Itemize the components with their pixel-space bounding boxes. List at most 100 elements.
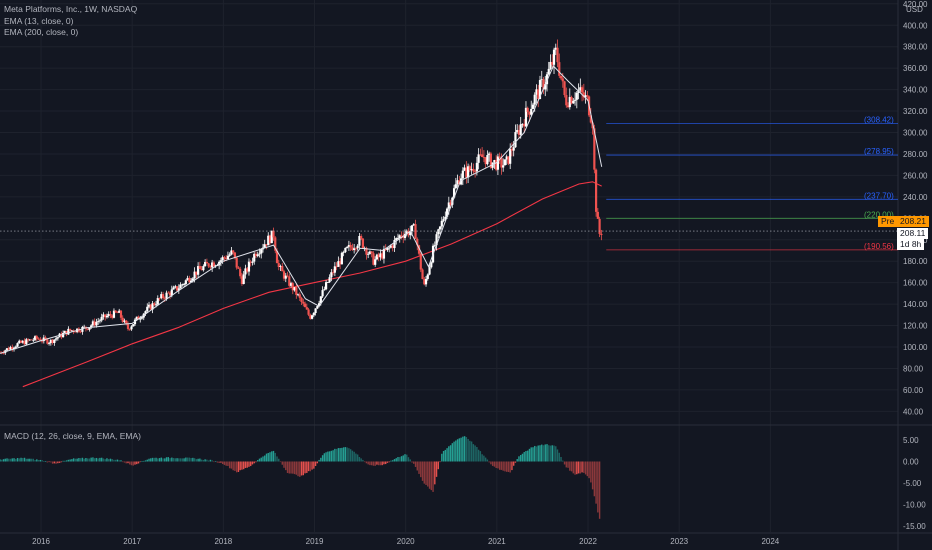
candle-body [119,310,123,318]
candle-body [281,266,284,272]
macd-bar [311,461,313,470]
candle-body [18,340,21,344]
macd-bar [158,458,161,462]
price-tick-label: 180.00 [903,257,928,266]
candle-body [98,320,102,322]
macd-bar [462,436,464,462]
candle-body [32,339,35,341]
price-tick-label: 240.00 [903,193,928,202]
macd-bar [541,444,543,462]
macd-bar [584,461,587,475]
candle-body [30,339,33,341]
macd-bar [413,461,415,464]
macd-bar [255,461,257,463]
macd-bar [563,461,566,465]
macd-bar [130,461,133,466]
macd-bar [4,458,6,462]
macd-bar [288,461,290,474]
macd-bar [95,457,98,462]
macd-bar [257,460,259,462]
candle-body [46,339,49,344]
candle-body [339,261,342,265]
macd-bar [314,461,317,467]
macd-bar [386,461,389,463]
candle-body [172,287,175,290]
macd-bar [392,460,394,462]
candle-body [596,211,599,219]
candle-body [132,324,135,327]
macd-bar [537,445,539,462]
macd-bar [297,461,299,477]
macd-bar [81,457,84,462]
macd-bar [567,461,569,468]
macd-bar [553,445,555,462]
macd-bar [127,461,129,464]
macd-bar [44,461,47,462]
ema13-legend[interactable]: EMA (13, close, 0) [4,16,74,26]
macd-bar [85,457,87,462]
candle-body [493,159,496,163]
macd-bar [278,458,280,462]
macd-bar [558,452,560,462]
macd-bar [30,458,33,462]
macd-bar [335,448,338,462]
macd-bar [57,461,59,464]
ema200-legend[interactable]: EMA (200, close, 0) [4,27,79,37]
ema13-line [0,65,603,354]
macd-bar [69,459,71,462]
macd-bar [313,461,315,469]
macd-bar [406,454,408,462]
candle-body [12,347,16,350]
macd-bar [204,459,206,462]
candle-body [346,246,349,248]
candle-body [163,297,166,299]
macd-bar [171,457,173,462]
candle-body [568,97,571,108]
macd-bar [325,452,327,462]
macd-bar [13,458,15,462]
macd-bar [307,461,310,472]
macd-bar [598,461,601,519]
candle-body [375,254,379,260]
macd-bar [562,460,564,462]
candle-body [452,188,456,198]
candle-body [288,276,291,286]
macd-bar [491,461,494,466]
macd-bar [595,461,597,504]
candle-body [533,94,536,105]
macd-bar [151,457,154,462]
macd-bar [64,460,66,462]
candle-body [251,261,254,263]
macd-bar [223,461,226,465]
macd-bar [22,458,24,462]
fib-level-label: (190.56) [864,242,894,251]
candle-body [561,78,564,82]
macd-bar [88,458,91,462]
macd-bar [442,451,445,462]
macd-bar [51,461,54,464]
macd-bar [418,461,420,474]
macd-bar [1,459,3,462]
macd-bar [309,461,312,472]
macd-legend[interactable]: MACD (12, 26, close, 9, EMA, EMA) [4,431,141,441]
macd-bar [143,460,145,462]
candle-body [156,298,159,305]
symbol-legend[interactable]: Meta Platforms, Inc., 1W, NASDAQ [4,4,138,14]
macd-bar [167,457,170,462]
macd-bar [164,458,166,462]
macd-bar [348,448,350,462]
candle-body [197,266,200,275]
macd-bar [116,459,119,462]
macd-bar [507,461,510,472]
candle-body [474,171,477,173]
candle-body [302,301,305,304]
macd-bar [148,458,150,462]
macd-bar [416,461,418,471]
macd-bar [498,461,501,470]
macd-bar [299,461,301,477]
candle-body [289,283,293,286]
macd-bar [327,451,329,462]
candle-body [589,115,592,123]
macd-bar [402,455,404,462]
